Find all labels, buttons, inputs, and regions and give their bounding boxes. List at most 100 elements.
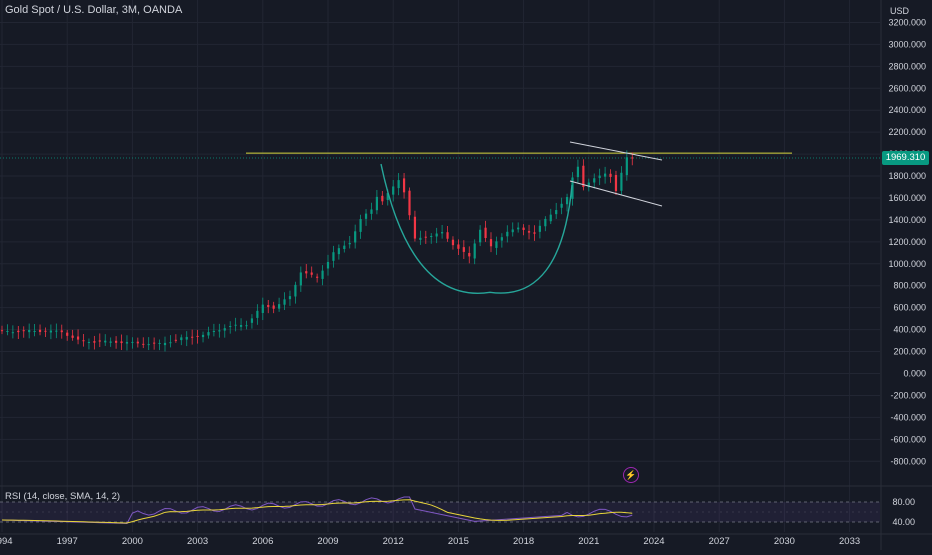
- candle-body: [576, 166, 580, 178]
- candle-body: [142, 343, 145, 345]
- candle-body: [174, 339, 177, 341]
- candle-body: [245, 325, 248, 327]
- price-tick-label: 200.000: [893, 347, 926, 357]
- candle-body: [392, 186, 395, 195]
- price-tick-label: 1800.000: [888, 171, 926, 181]
- candle-body: [620, 172, 623, 191]
- time-tick-label: 2000: [122, 536, 143, 547]
- candle-body: [60, 330, 63, 333]
- price-tick-label: 3200.000: [888, 17, 926, 27]
- lightning-icon[interactable]: ⚡: [623, 467, 639, 483]
- time-tick-label: 1994: [0, 536, 13, 547]
- rsi-ma-line: [1, 499, 633, 524]
- candle-body: [71, 335, 74, 338]
- candle-body: [489, 239, 493, 247]
- candle-body: [299, 272, 302, 286]
- candle-body: [185, 336, 188, 340]
- candle-body: [354, 231, 357, 243]
- time-tick-label: 2027: [709, 536, 730, 547]
- candle-body: [153, 342, 156, 344]
- rsi-tick-label: 80.00: [892, 497, 915, 507]
- candle-body: [234, 324, 237, 326]
- candle-body: [136, 341, 139, 344]
- channel-lower-line: [569, 180, 663, 207]
- candle-body: [522, 227, 525, 230]
- candle-body: [549, 214, 552, 222]
- price-tick-label: 1200.000: [888, 237, 926, 247]
- price-tick-label: 3000.000: [888, 39, 926, 49]
- time-tick-label: 2021: [578, 536, 599, 547]
- candle-body: [462, 247, 465, 252]
- candle-body: [28, 330, 31, 333]
- candle-body: [359, 219, 362, 232]
- candle-body: [82, 340, 85, 342]
- candle-body: [98, 340, 101, 342]
- price-tick-label: 2800.000: [888, 61, 926, 71]
- candle-body: [66, 332, 69, 336]
- candle-body: [555, 210, 558, 215]
- candle-body: [332, 252, 335, 261]
- candle-body: [386, 193, 389, 200]
- current-price-badge: 1969.310: [882, 151, 929, 165]
- candle-body: [533, 232, 536, 234]
- candle-body: [402, 178, 406, 193]
- candle-body: [430, 235, 433, 237]
- candle-body: [326, 261, 330, 269]
- time-tick-label: 2003: [187, 536, 208, 547]
- candle-body: [147, 344, 150, 346]
- candle-body: [609, 173, 612, 177]
- candle-body: [316, 276, 319, 278]
- candle-body: [527, 231, 531, 233]
- candle-body: [163, 342, 167, 346]
- candle-body: [571, 177, 574, 199]
- candle-body: [544, 218, 547, 227]
- candle-body: [11, 332, 14, 334]
- price-tick-label: 2600.000: [888, 83, 926, 93]
- candle-body: [104, 340, 107, 343]
- price-tick-label: -400.000: [890, 412, 926, 422]
- candle-body: [593, 178, 596, 183]
- candle-body: [560, 203, 563, 208]
- candle-body: [321, 270, 324, 279]
- candle-body: [44, 330, 47, 332]
- candle-body: [250, 318, 254, 323]
- channel-upper-line: [569, 141, 663, 161]
- candle-body: [348, 242, 351, 245]
- candle-body: [218, 330, 221, 332]
- currency-label: USD: [890, 6, 910, 16]
- candle-body: [484, 227, 487, 239]
- candle-body: [294, 284, 297, 297]
- rsi-tick-label: 40.00: [892, 517, 915, 527]
- price-tick-label: 800.000: [893, 281, 926, 291]
- candle-body: [169, 342, 172, 344]
- candle-body: [604, 173, 607, 177]
- candle-body: [22, 330, 25, 332]
- candle-body: [408, 190, 411, 216]
- candle-body: [125, 342, 129, 344]
- candle-body: [212, 330, 215, 332]
- time-tick-label: 2009: [317, 536, 338, 547]
- time-tick-label: 2033: [839, 536, 860, 547]
- price-tick-label: 2200.000: [888, 127, 926, 137]
- candle-body: [229, 326, 232, 328]
- candle-body: [511, 229, 514, 233]
- candle-body: [223, 328, 226, 331]
- candle-body: [631, 157, 634, 159]
- candle-body: [120, 341, 123, 344]
- candle-body: [6, 330, 9, 332]
- candle-body: [582, 165, 585, 187]
- candle-body: [93, 341, 96, 343]
- candle-body: [397, 180, 400, 189]
- time-tick-label: 2006: [252, 536, 273, 547]
- candle-body: [76, 336, 80, 340]
- price-tick-label: 1400.000: [888, 215, 926, 225]
- rsi-indicator-label[interactable]: RSI (14, close, SMA, 14, 2): [5, 491, 121, 502]
- candle-body: [614, 175, 618, 191]
- price-tick-label: 600.000: [893, 303, 926, 313]
- candle-body: [261, 304, 264, 313]
- candle-body: [343, 245, 346, 250]
- cup-pattern-curve: [380, 163, 573, 294]
- candle-body: [283, 299, 286, 305]
